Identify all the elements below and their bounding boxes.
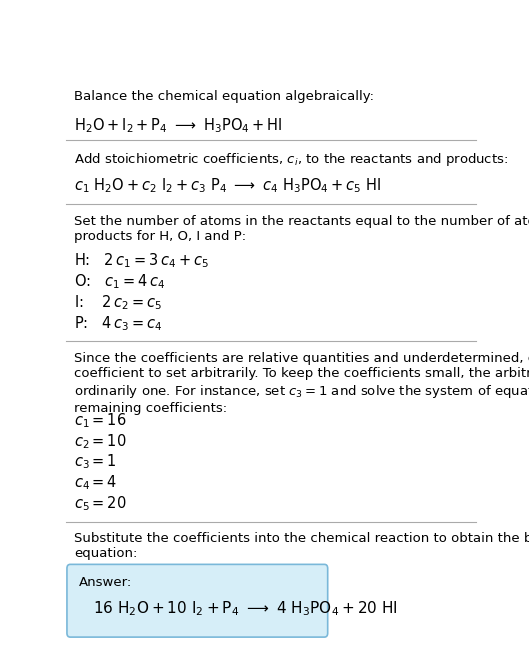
Text: $16\ \mathrm{H_2O} + 10\ \mathrm{I_2} + \mathrm{P_4} \ \longrightarrow \ 4\ \mat: $16\ \mathrm{H_2O} + 10\ \mathrm{I_2} + … — [93, 599, 398, 618]
Text: $c_5 = 20$: $c_5 = 20$ — [74, 494, 127, 513]
Text: P:   $4\,c_3 = c_4$: P: $4\,c_3 = c_4$ — [74, 314, 162, 333]
Text: $c_1 = 16$: $c_1 = 16$ — [74, 411, 127, 430]
Text: $c_2 = 10$: $c_2 = 10$ — [74, 432, 127, 450]
Text: $c_4 = 4$: $c_4 = 4$ — [74, 474, 117, 492]
Text: Answer:: Answer: — [78, 576, 132, 589]
Text: $\mathrm{H_2O + I_2 + P_4 \ \longrightarrow \ H_3PO_4 + HI}$: $\mathrm{H_2O + I_2 + P_4 \ \longrightar… — [74, 116, 282, 135]
Text: $c_1\ \mathrm{H_2O} + c_2\ \mathrm{I_2} + c_3\ \mathrm{P_4} \ \longrightarrow \ : $c_1\ \mathrm{H_2O} + c_2\ \mathrm{I_2} … — [74, 177, 381, 195]
Text: Substitute the coefficients into the chemical reaction to obtain the balanced
eq: Substitute the coefficients into the che… — [74, 532, 529, 560]
Text: Add stoichiometric coefficients, $c_i$, to the reactants and products:: Add stoichiometric coefficients, $c_i$, … — [74, 151, 508, 168]
Text: Since the coefficients are relative quantities and underdetermined, choose a
coe: Since the coefficients are relative quan… — [74, 352, 529, 415]
Text: H:   $2\,c_1 = 3\,c_4 + c_5$: H: $2\,c_1 = 3\,c_4 + c_5$ — [74, 252, 209, 270]
Text: Balance the chemical equation algebraically:: Balance the chemical equation algebraica… — [74, 90, 375, 103]
Text: $c_3 = 1$: $c_3 = 1$ — [74, 453, 117, 472]
Text: Set the number of atoms in the reactants equal to the number of atoms in the
pro: Set the number of atoms in the reactants… — [74, 215, 529, 243]
Text: O:   $c_1 = 4\,c_4$: O: $c_1 = 4\,c_4$ — [74, 272, 165, 291]
Text: I:    $2\,c_2 = c_5$: I: $2\,c_2 = c_5$ — [74, 293, 162, 312]
FancyBboxPatch shape — [67, 564, 327, 637]
